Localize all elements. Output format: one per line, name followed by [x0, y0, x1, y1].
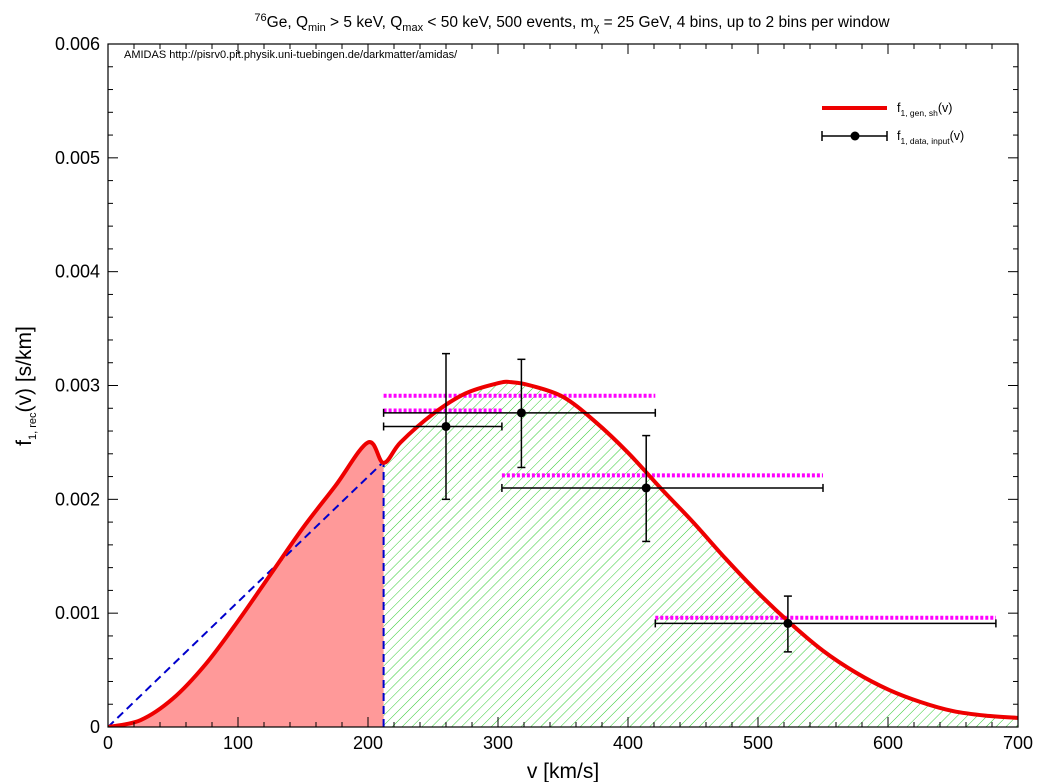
x-tick-label: 300: [483, 733, 513, 753]
legend-swatch-errorbar-marker: [850, 131, 860, 141]
y-tick-label: 0: [90, 717, 100, 737]
legend-label-curve-suffix: (v): [938, 101, 953, 115]
legend-label-curve-sub: 1, gen, sh: [900, 108, 938, 118]
y-tick-label: 0.004: [55, 262, 100, 282]
curve-f1-gen-sh: [108, 379, 1018, 727]
linear-extrapolation-dashed-line: [108, 461, 385, 727]
shaded-region-below-threshold: [108, 441, 384, 727]
data-point-2: [382, 358, 657, 469]
title-subscript-1: min: [308, 22, 326, 34]
data-point-marker: [641, 483, 651, 493]
hatched-region-above-threshold: [383, 381, 1018, 727]
x-tick-label: 400: [613, 733, 643, 753]
title-part-2: > 5 keV, Q: [326, 14, 403, 31]
y-tick-label: 0.003: [55, 376, 100, 396]
y-tick-label: 0.001: [55, 603, 100, 623]
y-tick-labels: 0 0.001 0.002 0.003 0.004 0.005 0.006: [55, 34, 100, 737]
x-tick-label: 700: [1003, 733, 1033, 753]
x-tick-label: 0: [103, 733, 113, 753]
legend: f1, gen, sh(v) f1, data, input(v): [821, 101, 964, 146]
legend-label-curve-text: f: [897, 101, 901, 115]
credit-text: AMIDAS http://pisrv0.pit.physik.uni-tueb…: [124, 49, 458, 61]
data-point-marker: [783, 618, 793, 628]
y-tick-label: 0.002: [55, 489, 100, 509]
title-subscript-3: χ: [594, 22, 600, 34]
title-part-3: < 50 keV, 500 events, m: [423, 14, 593, 31]
y-tick-label: 0.006: [55, 34, 100, 54]
data-point-marker: [516, 408, 526, 418]
y-tick-label: 0.005: [55, 148, 100, 168]
legend-label-data-suffix: (v): [950, 129, 965, 143]
legend-label-data: f1, data, input(v): [897, 129, 964, 146]
data-point-4: [654, 595, 997, 653]
plot-area: [108, 352, 1018, 727]
x-tick-label: 200: [353, 733, 383, 753]
x-tick-label: 600: [873, 733, 903, 753]
chart-title: 76Ge, Qmin > 5 keV, Qmax < 50 keV, 500 e…: [254, 12, 890, 34]
x-tick-label: 100: [223, 733, 253, 753]
title-part-4: = 25 GeV, 4 bins, up to 2 bins per windo…: [599, 14, 890, 31]
legend-label-data-sub: 1, data, input: [900, 136, 950, 146]
title-part-1: Ge, Q: [267, 14, 308, 31]
title-superscript: 76: [254, 12, 266, 24]
axis-ticks: [107, 43, 1019, 728]
x-tick-labels: 0 100 200 300 400 500 600 700: [103, 733, 1033, 753]
y-axis-title-part-2: (v) [s/km]: [13, 326, 36, 412]
y-axis-title: f1, rec(v) [s/km]: [13, 326, 39, 446]
y-axis-title-part-1: f: [13, 440, 36, 446]
legend-label-data-text: f: [897, 129, 901, 143]
data-points: [382, 352, 997, 653]
data-point-3: [501, 434, 824, 543]
y-axis-title-subscript: 1, rec: [27, 412, 39, 440]
legend-label-curve: f1, gen, sh(v): [897, 101, 952, 118]
data-point-marker: [441, 421, 451, 431]
bin-bands: [383, 393, 996, 620]
x-axis-title: v [km/s]: [527, 760, 599, 782]
title-subscript-2: max: [402, 22, 423, 34]
data-point-1: [382, 352, 503, 501]
x-tick-label: 500: [743, 733, 773, 753]
